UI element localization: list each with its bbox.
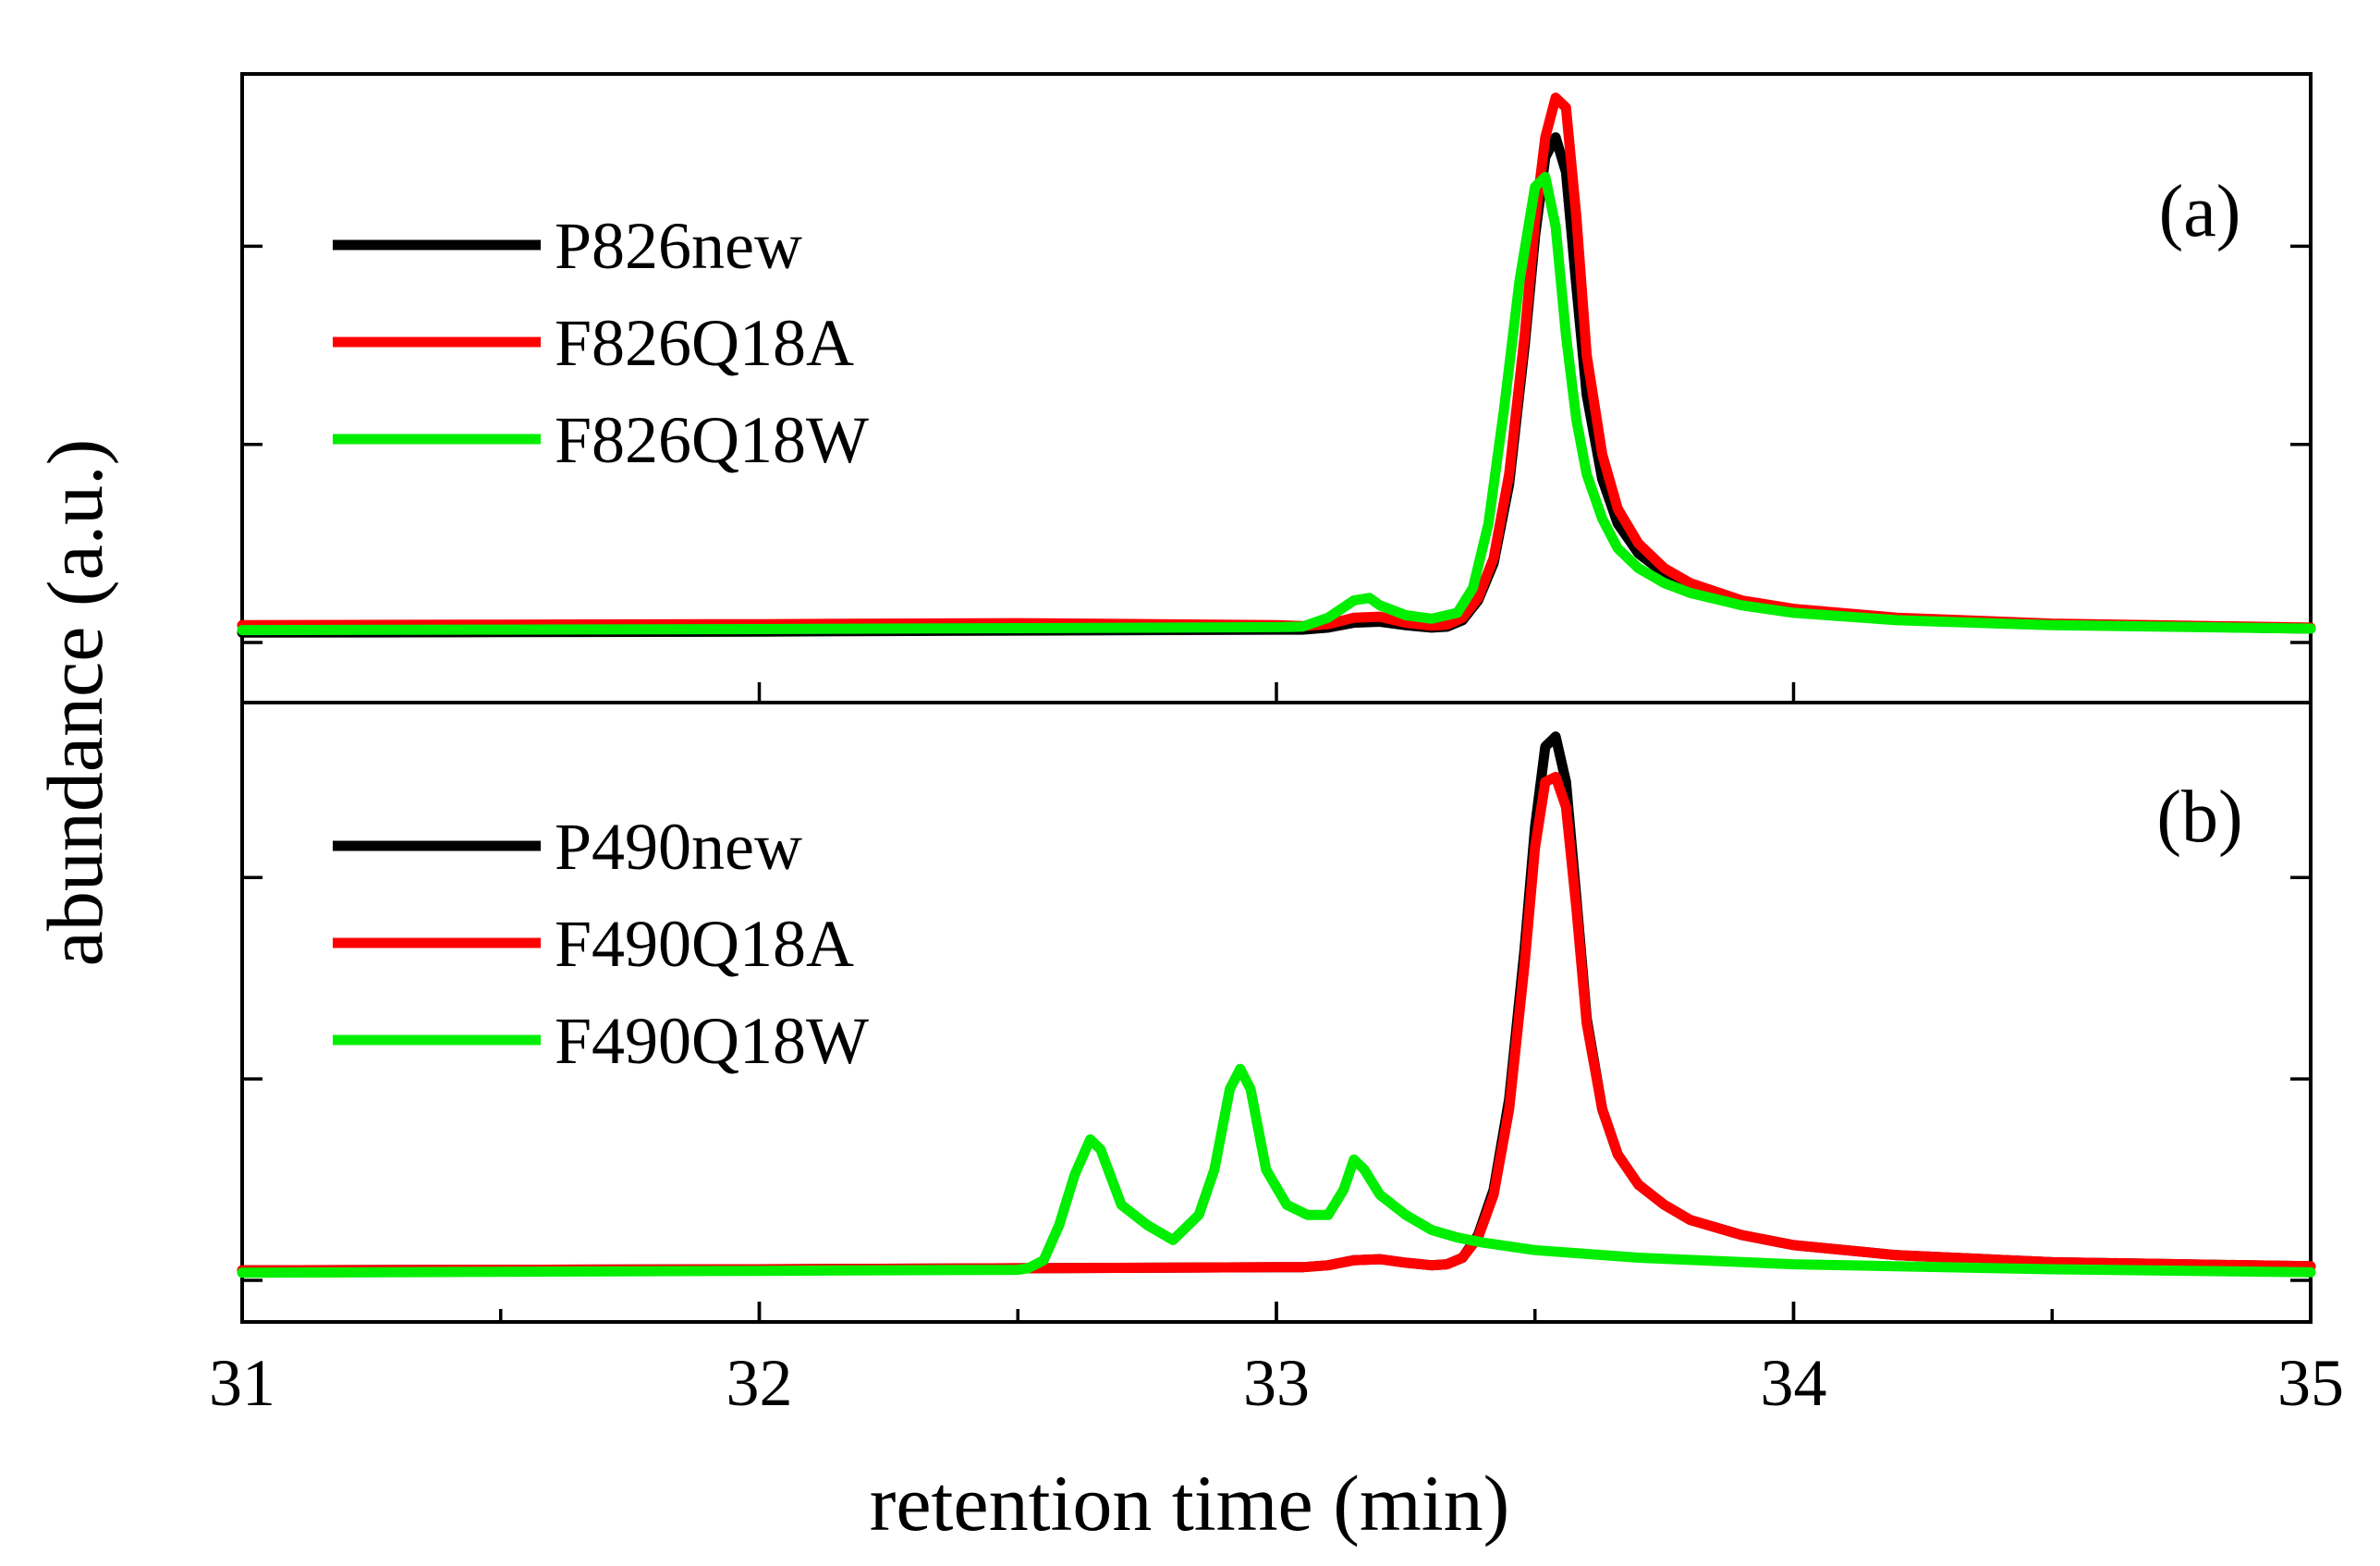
panel-label: (b) <box>2156 777 2242 858</box>
x-tick-label: 31 <box>209 1346 275 1420</box>
x-axis: 31 32 33 34 35 <box>209 1302 2344 1420</box>
x-tick-label: 34 <box>1761 1346 1827 1420</box>
y-axis-title: abundance (a.u.) <box>31 439 119 967</box>
panel-a: P826new F826Q18A F826Q18W (a) <box>237 72 2316 704</box>
series-line <box>237 171 2316 636</box>
panel-label: (a) <box>2159 171 2241 252</box>
series-line <box>237 771 2316 1276</box>
legend-label: P490new <box>555 810 802 884</box>
x-tick-label: 32 <box>726 1346 793 1420</box>
series-line <box>237 132 2316 638</box>
series-line <box>237 92 2316 633</box>
series-line <box>237 1063 2316 1278</box>
legend-label: F826Q18W <box>555 403 869 477</box>
x-axis-title: retention time (min) <box>870 1459 1510 1548</box>
x-tick-label: 33 <box>1243 1346 1310 1420</box>
legend-label: F490Q18W <box>555 1004 869 1078</box>
legend-label: F490Q18A <box>555 907 854 981</box>
panel-b: P490new F490Q18A F490Q18W (b) <box>237 701 2316 1324</box>
x-tick-label: 35 <box>2277 1346 2344 1420</box>
panel-frame <box>240 701 2313 1324</box>
legend-label: F826Q18A <box>555 306 854 380</box>
panel-frame <box>240 72 2313 704</box>
legend-label: P826new <box>555 209 802 283</box>
